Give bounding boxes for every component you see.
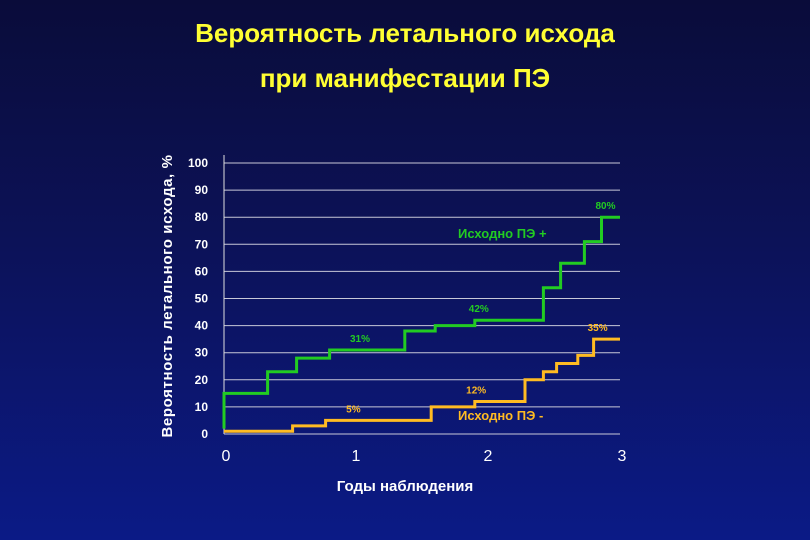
- x-tick-label-2: 2: [484, 448, 493, 465]
- chart-title-line2: при манифестации ПЭ: [259, 63, 551, 93]
- y-tick-label-50: 50: [195, 292, 209, 306]
- x-tick-label-1: 1: [352, 448, 361, 465]
- y-axis-label: Вероятность летального исхода, %: [159, 154, 176, 437]
- data-label-pe-plus-2: 80%: [596, 201, 616, 212]
- y-tick-label-60: 60: [195, 264, 209, 278]
- y-tick-label-10: 10: [195, 400, 209, 414]
- series-line-pe-minus: [224, 337, 620, 433]
- data-label-pe-minus-2: 35%: [588, 323, 608, 334]
- data-label-pe-plus-0: 31%: [350, 334, 370, 345]
- data-label-pe-plus-1: 42%: [469, 304, 489, 315]
- y-tick-label-0: 0: [201, 427, 208, 441]
- data-label-pe-minus-0: 5%: [346, 404, 361, 415]
- data-label-pe-minus-1: 12%: [466, 385, 486, 396]
- y-tick-label-20: 20: [195, 373, 209, 387]
- y-tick-label-70: 70: [195, 237, 209, 251]
- y-tick-label-80: 80: [195, 210, 209, 224]
- x-tick-label-3: 3: [618, 448, 627, 465]
- series-line-pe-plus: [222, 215, 620, 429]
- y-tick-label-90: 90: [195, 183, 209, 197]
- series-label-pe-plus: Исходно ПЭ +: [458, 226, 547, 241]
- chart-title-line1: Вероятность летального исхода: [195, 18, 615, 48]
- series-label-pe-minus: Исходно ПЭ -: [458, 408, 543, 423]
- y-tick-label-100: 100: [188, 156, 208, 170]
- y-tick-label-30: 30: [195, 346, 209, 360]
- x-axis-label: Годы наблюдения: [337, 478, 474, 495]
- y-tick-label-40: 40: [195, 319, 209, 333]
- x-tick-label-0: 0: [222, 448, 231, 465]
